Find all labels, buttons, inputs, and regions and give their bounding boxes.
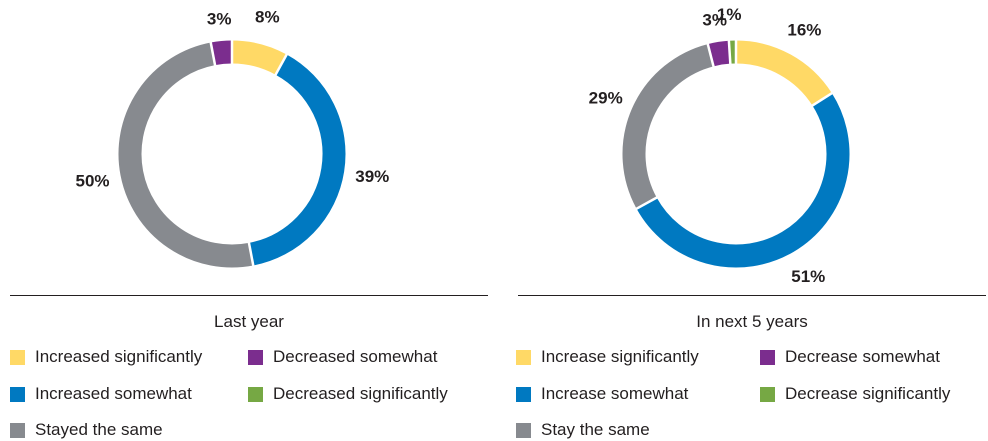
- legend-label: Decrease significantly: [785, 384, 951, 403]
- legend-item-decrease-somewhat: Decrease somewhat: [760, 347, 940, 367]
- legend-label: Stayed the same: [35, 420, 163, 439]
- slice-value-label: 3%: [702, 11, 727, 30]
- donut-slice-stayed-the-same: [118, 42, 254, 268]
- legend-swatch: [10, 386, 25, 402]
- legend-label: Increase significantly: [541, 347, 699, 366]
- next-5-years-caption: In next 5 years: [696, 312, 808, 331]
- slice-separator: [274, 53, 289, 77]
- slice-separator: [810, 91, 834, 108]
- legend-swatch: [516, 422, 531, 438]
- legend-swatch: [10, 349, 25, 365]
- slice-separator: [727, 39, 732, 65]
- legend-label: Increased somewhat: [35, 384, 192, 403]
- legend-swatch: [248, 386, 263, 402]
- slice-value-label: 51%: [791, 267, 825, 286]
- legend-item-increased-somewhat: Increased somewhat: [10, 384, 192, 404]
- legend-swatch: [516, 386, 531, 402]
- last-year-panel: 8% 39% 50% 3% Last year Increased significa…: [10, 7, 488, 440]
- legend-item-decrease-significantly: Decrease significantly: [760, 384, 950, 404]
- donut-slice-increase-somewhat: [636, 93, 850, 268]
- next-5-years-divider: [518, 295, 986, 296]
- last-year-donut-chart: 8% 39% 50% 3%: [75, 7, 389, 268]
- legend-label: Decrease somewhat: [785, 347, 940, 366]
- legend-swatch: [760, 386, 775, 402]
- slice-separator: [706, 42, 715, 68]
- legend-label: Decreased somewhat: [273, 347, 438, 366]
- donut-slice-increase-significantly: [735, 40, 832, 106]
- donut-slice-decrease-somewhat: [707, 40, 731, 67]
- legend-item-decreased-significantly: Decreased significantly: [248, 384, 448, 404]
- donut-slice-increased-somewhat: [248, 54, 346, 266]
- slice-value-label: 3%: [207, 10, 232, 29]
- legend-item-increased-significantly: Increased significantly: [10, 347, 202, 367]
- legend-item-stay-the-same: Stay the same: [516, 420, 650, 440]
- legend-item-stayed-the-same: Stayed the same: [10, 420, 163, 440]
- legend-label: Decreased significantly: [273, 384, 448, 403]
- slice-value-label: 29%: [589, 89, 623, 108]
- legend-item-increase-somewhat: Increase somewhat: [516, 384, 688, 404]
- slice-value-label: 16%: [787, 21, 821, 40]
- last-year-caption: Last year: [214, 312, 284, 331]
- slice-value-label: 39%: [355, 167, 389, 186]
- legend-swatch: [760, 349, 775, 365]
- slice-value-label: 1%: [717, 5, 742, 24]
- legend-label: Increase somewhat: [541, 384, 689, 403]
- legend-label: Stay the same: [541, 420, 650, 439]
- legend-item-increase-significantly: Increase significantly: [516, 347, 699, 367]
- legend-label: Increased significantly: [35, 347, 203, 366]
- slice-value-label: 50%: [75, 172, 109, 191]
- legend-swatch: [10, 422, 25, 438]
- donut-slice-stay-the-same: [622, 44, 714, 209]
- slice-value-label: 8%: [255, 7, 280, 26]
- slice-separator: [247, 241, 255, 267]
- donut-slice-increased-significantly: [231, 40, 287, 75]
- next-5-years-panel: 16% 51% 29% 3% 1% In next 5 years Increase s…: [494, 0, 988, 441]
- slice-separator: [635, 196, 659, 211]
- legend-item-decreased-somewhat: Decreased somewhat: [248, 347, 437, 367]
- legend-swatch: [248, 349, 263, 365]
- last-year-divider: [10, 295, 488, 296]
- slice-separator: [209, 41, 217, 67]
- next-5-years-donut-chart: 16% 51% 29% 3%1%: [589, 5, 850, 286]
- legend-swatch: [516, 349, 531, 365]
- donut-slice-decreased-somewhat: [210, 40, 233, 66]
